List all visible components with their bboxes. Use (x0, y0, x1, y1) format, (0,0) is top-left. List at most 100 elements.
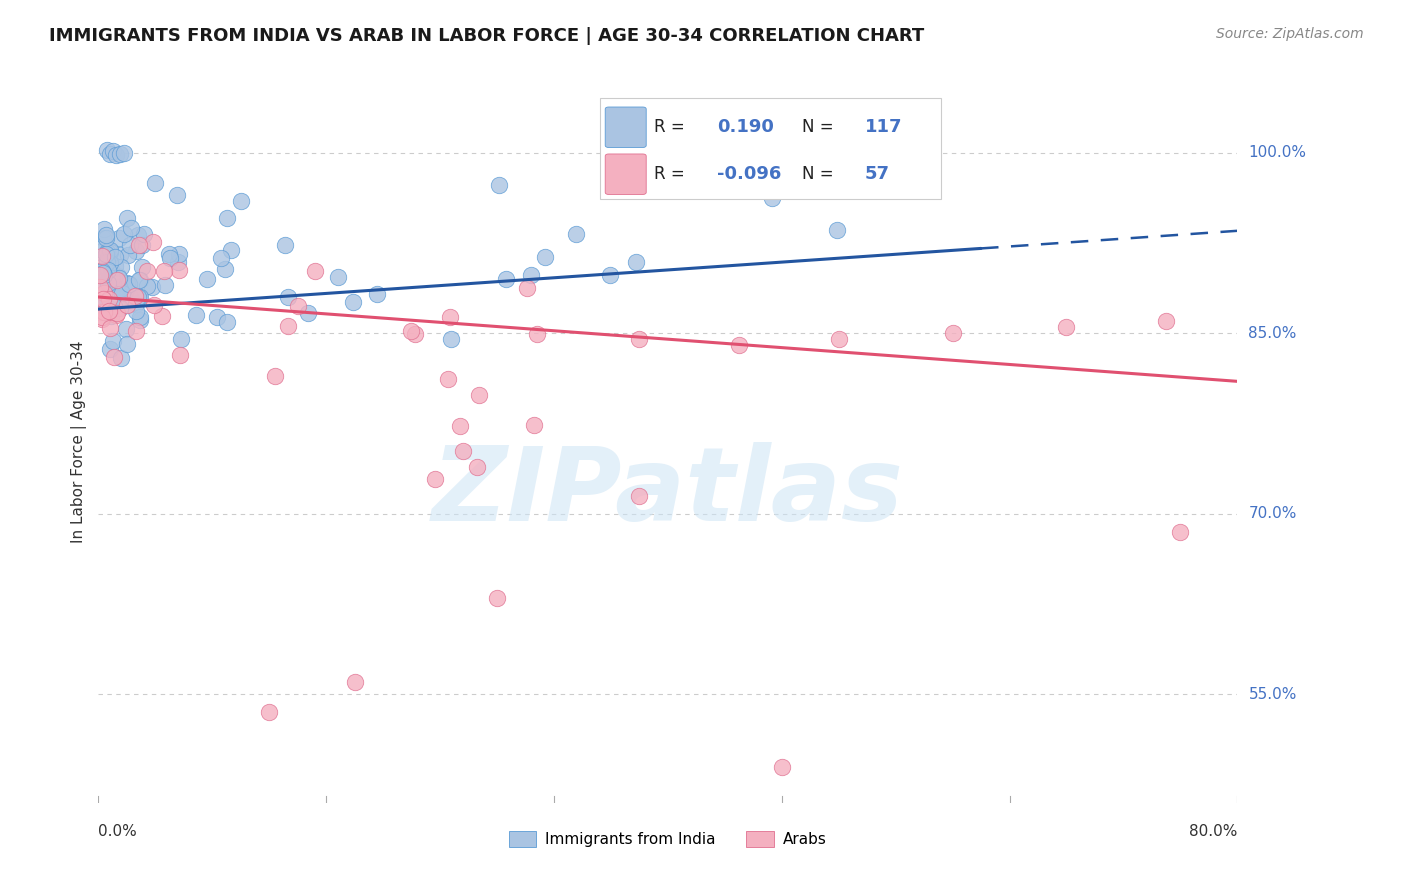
Point (91, 292, 114, 306)
Point (108, 146, 131, 161)
Point (467, 388, 489, 402)
Point (98, 243, 121, 257)
Point (98, 255, 121, 269)
Point (326, 270, 349, 285)
Point (93, 268, 115, 283)
Point (98, 304, 121, 318)
Point (98, 301, 121, 316)
Point (486, 591, 509, 605)
Text: 55.0%: 55.0% (1249, 687, 1296, 702)
Point (98, 292, 121, 306)
Point (91, 310, 114, 325)
Y-axis label: In Labor Force | Age 30-34: In Labor Force | Age 30-34 (72, 340, 87, 543)
Point (401, 324, 423, 338)
Point (97, 277, 120, 291)
Point (1154, 314, 1177, 328)
Point (115, 211, 138, 225)
Point (488, 178, 510, 193)
Point (100, 262, 122, 277)
Point (129, 290, 152, 304)
Legend: Immigrants from India, Arabs: Immigrants from India, Arabs (502, 825, 834, 853)
Point (107, 272, 129, 286)
Point (628, 489, 651, 503)
Point (89, 264, 111, 278)
Text: 85.0%: 85.0% (1249, 326, 1296, 341)
Point (120, 290, 142, 304)
Point (451, 444, 474, 458)
Point (98, 146, 121, 161)
Text: Source: ZipAtlas.com: Source: ZipAtlas.com (1216, 27, 1364, 41)
Point (264, 369, 287, 384)
Point (108, 271, 131, 285)
Point (98, 342, 121, 356)
Text: -0.096: -0.096 (717, 165, 782, 183)
Point (534, 250, 557, 264)
Point (105, 283, 128, 297)
Point (157, 247, 180, 261)
Point (170, 332, 193, 346)
Point (89, 242, 111, 256)
Point (186, 309, 208, 323)
Text: ZIPatlas: ZIPatlas (432, 442, 904, 542)
Point (167, 255, 190, 269)
Point (942, 326, 965, 341)
Point (93, 305, 115, 319)
Point (125, 304, 148, 318)
Point (297, 306, 319, 320)
Point (118, 277, 141, 291)
Text: 57: 57 (865, 165, 890, 183)
Point (98, 245, 121, 260)
Point (108, 301, 131, 315)
Point (96, 274, 118, 288)
Point (825, 223, 848, 237)
Text: N =: N = (803, 165, 839, 183)
FancyBboxPatch shape (605, 154, 647, 194)
Point (761, 191, 783, 205)
Point (93, 222, 115, 236)
Point (90, 298, 112, 312)
Point (108, 230, 131, 244)
Text: R =: R = (654, 119, 690, 136)
Point (259, 706, 281, 720)
Point (142, 235, 165, 250)
Point (169, 263, 191, 277)
Point (770, 760, 793, 774)
Point (214, 262, 236, 277)
Point (520, 268, 543, 282)
Point (1170, 524, 1192, 539)
Point (274, 237, 297, 252)
Point (1056, 320, 1078, 334)
Point (97, 262, 120, 277)
Text: IMMIGRANTS FROM INDIA VS ARAB IN LABOR FORCE | AGE 30-34 CORRELATION CHART: IMMIGRANTS FROM INDIA VS ARAB IN LABOR F… (49, 27, 925, 45)
Point (128, 273, 150, 287)
Point (166, 187, 188, 202)
Point (125, 297, 148, 311)
Point (152, 264, 174, 278)
Point (465, 459, 488, 474)
Point (599, 268, 621, 282)
Point (439, 310, 461, 324)
Point (108, 275, 131, 289)
Point (96, 143, 118, 157)
Point (104, 148, 127, 162)
Point (129, 310, 152, 325)
Point (100, 320, 122, 334)
Point (111, 286, 134, 301)
Point (117, 248, 139, 262)
Text: 0.190: 0.190 (717, 119, 773, 136)
Point (104, 260, 127, 274)
Point (125, 244, 148, 259)
Point (127, 228, 149, 243)
Point (110, 260, 132, 275)
Point (141, 280, 163, 294)
Point (124, 289, 146, 303)
Point (90, 312, 112, 326)
Point (828, 332, 851, 346)
Text: 117: 117 (865, 119, 903, 136)
Point (127, 290, 149, 304)
Text: 80.0%: 80.0% (1189, 824, 1237, 839)
Point (90, 275, 112, 289)
Point (366, 287, 388, 301)
Point (90, 249, 112, 263)
Point (153, 277, 176, 292)
